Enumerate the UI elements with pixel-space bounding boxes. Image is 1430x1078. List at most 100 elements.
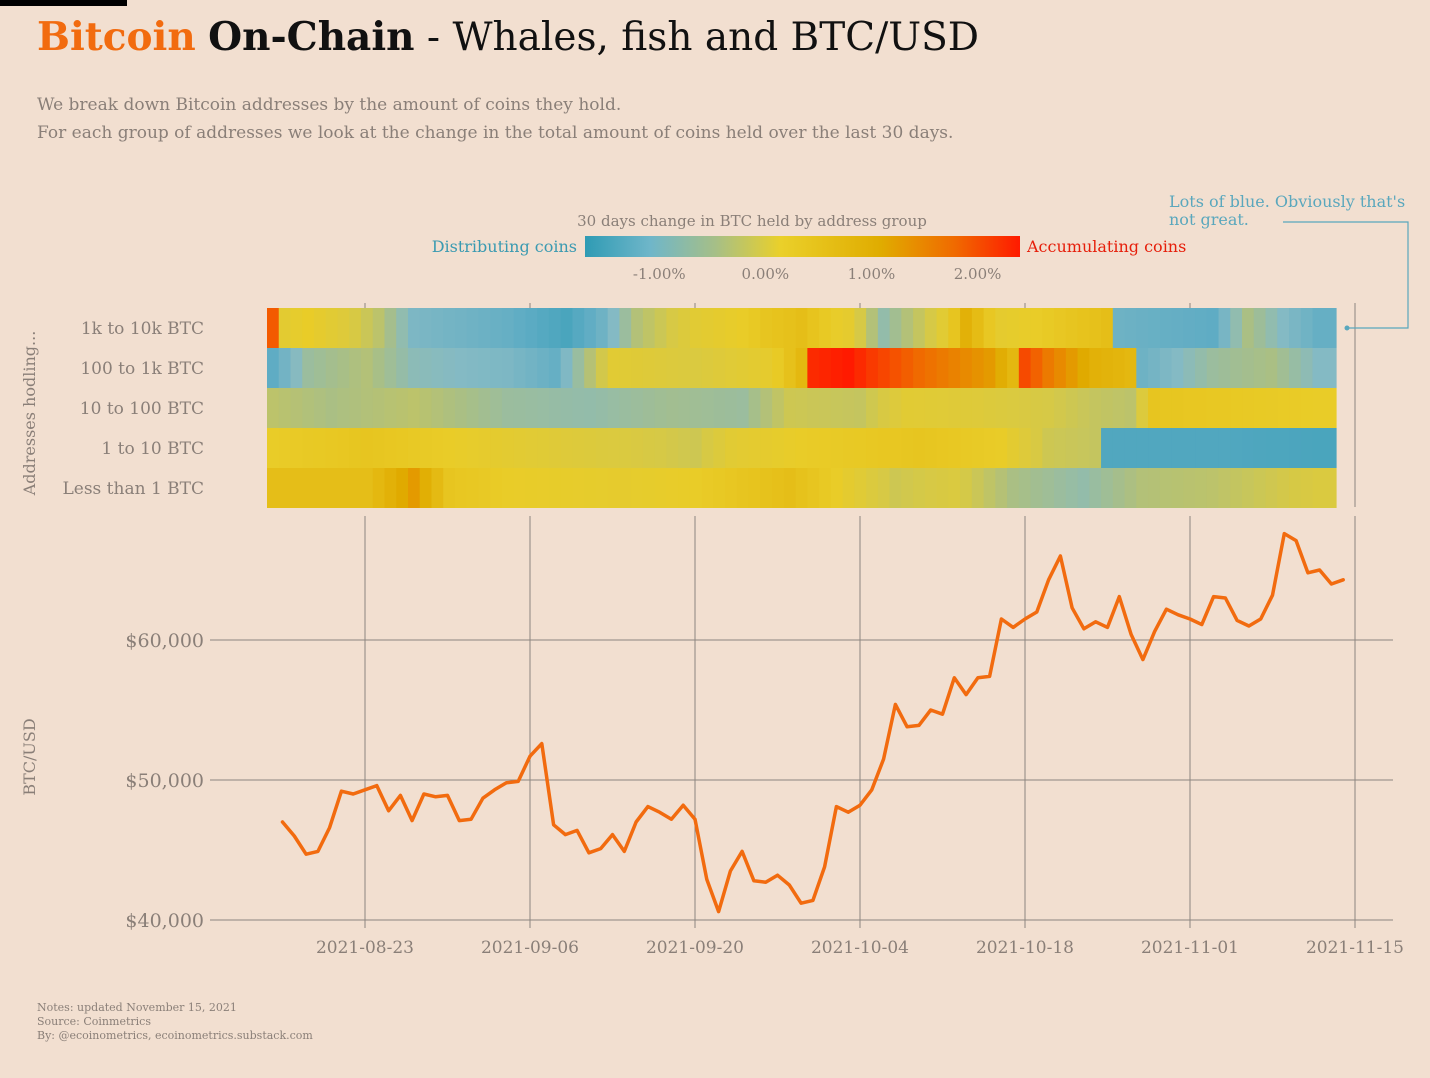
annotation-text: Lots of blue. Obviously that's not great…	[1169, 192, 1406, 229]
heatmap-cell	[654, 468, 668, 508]
heatmap-cell	[960, 428, 973, 468]
heatmap-cell	[713, 388, 726, 428]
heatmap-cell	[713, 468, 726, 508]
heatmap-cell	[537, 388, 550, 428]
heatmap-cell	[1112, 468, 1126, 508]
heatmap-cell	[1089, 428, 1102, 468]
heatmap-cell	[290, 348, 303, 388]
heatmap-cell	[595, 348, 609, 388]
heatmap-cell	[1289, 348, 1302, 388]
legend-title: 30 days change in BTC held by address gr…	[577, 212, 927, 230]
heatmap-cell	[619, 348, 632, 388]
heatmap-cell	[1289, 388, 1302, 428]
heatmap-cell	[560, 308, 574, 348]
heatmap-cell	[525, 428, 538, 468]
heatmap-cell	[842, 308, 855, 348]
heatmap-cell	[866, 388, 879, 428]
heatmap-cell	[619, 468, 632, 508]
heatmap-cell	[513, 388, 527, 428]
heatmap-cell	[854, 308, 867, 348]
heatmap-cell	[795, 348, 808, 388]
heatmap-cell	[384, 388, 397, 428]
legend-tick-label: 2.00%	[954, 265, 1002, 283]
heatmap-cell	[795, 428, 808, 468]
heatmap-cell	[443, 388, 456, 428]
heatmap-cell	[1065, 388, 1079, 428]
heatmap-cell	[1265, 468, 1278, 508]
heatmap-cell	[607, 348, 621, 388]
heatmap-cell	[760, 308, 773, 348]
heatmap-cell	[901, 388, 914, 428]
heatmap-cell	[877, 388, 891, 428]
heatmap-cell	[889, 308, 902, 348]
heatmap-cell	[1136, 308, 1149, 348]
heatmap-cell	[607, 388, 621, 428]
x-tick-label: 2021-11-01	[1141, 938, 1239, 958]
heatmap-cell	[666, 308, 679, 348]
heatmap-cell	[267, 388, 280, 428]
annotation-dot	[1344, 325, 1350, 331]
heatmap-cell	[913, 468, 926, 508]
heatmap-cell	[1300, 388, 1314, 428]
heatmap-cell	[619, 388, 632, 428]
heatmap-cell	[1112, 348, 1126, 388]
heatmap-cell	[584, 468, 597, 508]
heatmap-cell	[1195, 308, 1208, 348]
heatmap-cell	[701, 468, 714, 508]
heatmap-cell	[1300, 428, 1314, 468]
heatmap-cell	[372, 348, 386, 388]
legend-low-label: Distributing coins	[432, 237, 577, 256]
heatmap-cell	[572, 468, 585, 508]
heatmap-cell	[748, 468, 761, 508]
heatmap-cell	[537, 468, 550, 508]
heatmap-cell	[854, 348, 867, 388]
heatmap-y-axis-label: Addresses hodling...	[20, 331, 39, 497]
heatmap-cell	[772, 348, 785, 388]
heatmap-cell	[1242, 428, 1255, 468]
heatmap-cell	[490, 468, 503, 508]
heatmap-cell	[748, 428, 761, 468]
heatmap-cell	[736, 348, 750, 388]
heatmap-cell	[995, 428, 1008, 468]
heatmap-cell	[490, 388, 503, 428]
heatmap-cell	[560, 468, 574, 508]
heatmap-cell	[654, 348, 668, 388]
x-tick-label: 2021-08-23	[316, 938, 414, 958]
heatmap-cell	[419, 388, 433, 428]
heatmap-cell	[666, 388, 679, 428]
heatmap-cell	[407, 308, 421, 348]
heatmap-cell	[924, 308, 938, 348]
heatmap-cell	[454, 428, 468, 468]
heatmap-cell	[349, 468, 362, 508]
heatmap-cell	[807, 428, 820, 468]
heatmap-cell	[689, 348, 703, 388]
heatmap-cell	[525, 468, 538, 508]
heatmap-cell	[1159, 468, 1173, 508]
heatmap-cell	[513, 348, 527, 388]
heatmap-cell	[642, 388, 656, 428]
heatmap-cell	[924, 388, 938, 428]
heatmap-cell	[607, 308, 621, 348]
heatmap-cell	[842, 468, 855, 508]
heatmap-cell	[584, 388, 597, 428]
heatmap-cell	[760, 428, 773, 468]
heatmap-cell	[513, 468, 527, 508]
heatmap-cell	[1289, 468, 1302, 508]
heatmap-cell	[595, 308, 609, 348]
heatmap-cell	[490, 428, 503, 468]
heatmap-cell	[760, 388, 773, 428]
heatmap-cell	[678, 428, 691, 468]
heatmap-cell	[537, 428, 550, 468]
heatmap-cell	[877, 308, 891, 348]
heatmap-cell	[325, 388, 339, 428]
heatmap-cell	[443, 468, 456, 508]
heatmap-cell	[1218, 388, 1231, 428]
heatmap-cell	[525, 348, 538, 388]
heatmap-cell	[1171, 388, 1184, 428]
heatmap-cell	[948, 468, 961, 508]
heatmap-cell	[1054, 468, 1067, 508]
heatmap-cell	[572, 348, 585, 388]
heatmap-cell	[384, 428, 397, 468]
heatmap-cell	[267, 428, 280, 468]
heatmap-cell	[748, 388, 761, 428]
